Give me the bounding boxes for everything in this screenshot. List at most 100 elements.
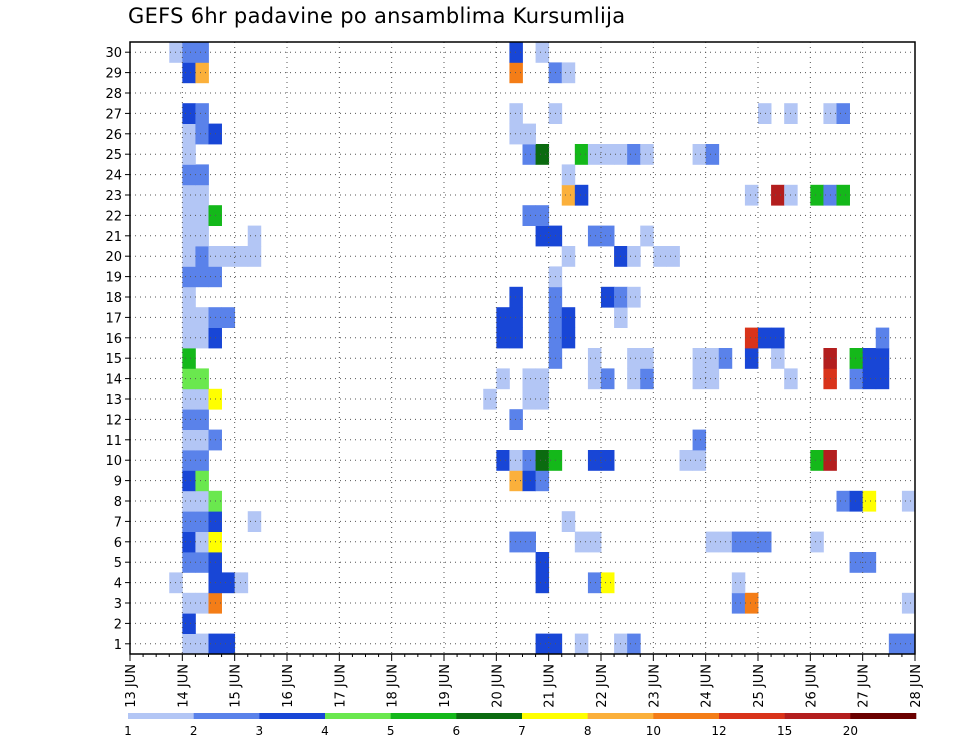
x-tick-label: 13 JUN bbox=[124, 664, 139, 708]
y-tick-label: 25 bbox=[105, 148, 122, 163]
legend-swatch bbox=[653, 713, 720, 719]
heatmap-cell bbox=[705, 144, 720, 165]
y-tick-label: 7 bbox=[114, 515, 122, 530]
heatmap-cell bbox=[731, 531, 746, 553]
heatmap-cell bbox=[182, 144, 196, 165]
heatmap-cell bbox=[182, 552, 196, 573]
heatmap-cell bbox=[535, 225, 550, 247]
legend-label: 3 bbox=[256, 724, 264, 738]
y-tick-label: 11 bbox=[105, 434, 122, 449]
heatmap-cell bbox=[561, 164, 576, 186]
heatmap-cell bbox=[195, 123, 209, 145]
heatmap-cell bbox=[182, 184, 196, 206]
heatmap-cell bbox=[509, 470, 523, 492]
heatmap-cell bbox=[182, 327, 196, 349]
legend-swatch bbox=[259, 713, 326, 719]
heatmap-cell bbox=[692, 144, 707, 165]
x-tick-label: 19 JUN bbox=[438, 664, 453, 708]
x-tick-label: 15 JUN bbox=[229, 664, 244, 708]
heatmap-cell bbox=[195, 205, 209, 226]
x-tick-label: 21 JUN bbox=[543, 664, 558, 708]
legend-swatch bbox=[325, 713, 391, 719]
heatmap-cell bbox=[744, 327, 759, 349]
heatmap-cell bbox=[771, 348, 785, 369]
heatmap-cell bbox=[234, 246, 249, 267]
heatmap-cell bbox=[182, 511, 196, 532]
y-tick-label: 5 bbox=[114, 556, 122, 571]
grid-lines bbox=[130, 42, 915, 654]
heatmap-cell bbox=[195, 552, 209, 573]
heatmap-cell bbox=[195, 246, 209, 267]
heatmap-cells bbox=[169, 42, 915, 655]
heatmap-cell bbox=[535, 205, 550, 226]
y-tick-label: 2 bbox=[114, 617, 122, 632]
heatmap-cell bbox=[849, 490, 864, 512]
heatmap-cell bbox=[182, 307, 196, 328]
heatmap-cell bbox=[587, 368, 602, 390]
y-tick-label: 18 bbox=[105, 291, 122, 306]
heatmap-cell bbox=[771, 327, 785, 349]
y-tick-label: 27 bbox=[105, 107, 122, 122]
heatmap-cell bbox=[705, 368, 720, 390]
heatmap-cell bbox=[195, 470, 209, 492]
heatmap-cell bbox=[640, 144, 654, 165]
heatmap-cell bbox=[535, 42, 550, 63]
heatmap-cell bbox=[195, 266, 209, 288]
heatmap-cell bbox=[862, 490, 877, 512]
chart-title: GEFS 6hr padavine po ansamblima Kursumli… bbox=[128, 4, 626, 28]
heatmap-cell bbox=[574, 633, 589, 655]
heatmap-cell bbox=[692, 429, 707, 451]
heatmap-cell bbox=[561, 307, 576, 328]
heatmap-cell bbox=[496, 368, 510, 390]
legend-label: 12 bbox=[711, 724, 726, 738]
heatmap-cell bbox=[849, 368, 864, 390]
heatmap-cell bbox=[561, 327, 576, 349]
legend-swatch bbox=[522, 713, 588, 719]
heatmap-cell bbox=[509, 123, 523, 145]
heatmap-cell bbox=[182, 592, 196, 614]
legend-label: 1 bbox=[124, 724, 132, 738]
y-tick-label: 10 bbox=[105, 454, 122, 469]
heatmap-cell bbox=[182, 531, 196, 553]
heatmap-cell bbox=[849, 348, 864, 369]
y-tick-label: 17 bbox=[105, 311, 122, 326]
heatmap-cell bbox=[601, 450, 615, 471]
heatmap-cell bbox=[182, 62, 196, 84]
heatmap-cell bbox=[627, 633, 641, 655]
y-tick-label: 14 bbox=[105, 373, 122, 388]
x-tick-label: 16 JUN bbox=[281, 664, 296, 708]
heatmap-cell bbox=[509, 450, 523, 471]
heatmap-cell bbox=[535, 388, 550, 410]
heatmap-cell bbox=[195, 490, 209, 512]
heatmap-cell bbox=[849, 552, 864, 573]
heatmap-cell bbox=[195, 164, 209, 186]
x-tick-label: 18 JUN bbox=[386, 664, 401, 708]
heatmap-cell bbox=[195, 409, 209, 430]
heatmap-cell bbox=[758, 327, 772, 349]
heatmap-cell bbox=[901, 490, 915, 512]
heatmap-cell bbox=[875, 348, 890, 369]
heatmap-cell bbox=[247, 246, 262, 267]
heatmap-cell bbox=[195, 225, 209, 247]
x-tick-label: 22 JUN bbox=[595, 664, 610, 708]
heatmap-cell bbox=[182, 450, 196, 471]
y-tick-label: 1 bbox=[114, 638, 122, 653]
x-tick-label: 17 JUN bbox=[333, 664, 348, 708]
y-tick-label: 29 bbox=[105, 67, 122, 82]
heatmap-cell bbox=[535, 368, 550, 390]
heatmap-cell bbox=[182, 225, 196, 247]
y-tick-label: 23 bbox=[105, 189, 122, 204]
heatmap-cell bbox=[182, 246, 196, 267]
y-tick-label: 20 bbox=[105, 250, 122, 265]
heatmap-cell bbox=[195, 327, 209, 349]
heatmap-cell bbox=[705, 348, 720, 369]
heatmap-cell bbox=[744, 184, 759, 206]
legend-swatch bbox=[719, 713, 785, 719]
heatmap-cell bbox=[901, 633, 915, 655]
legend-label: 10 bbox=[646, 724, 661, 738]
heatmap-cell bbox=[862, 368, 877, 390]
legend-swatch bbox=[587, 713, 654, 719]
heatmap-cell bbox=[535, 552, 550, 573]
heatmap-cell bbox=[692, 368, 707, 390]
